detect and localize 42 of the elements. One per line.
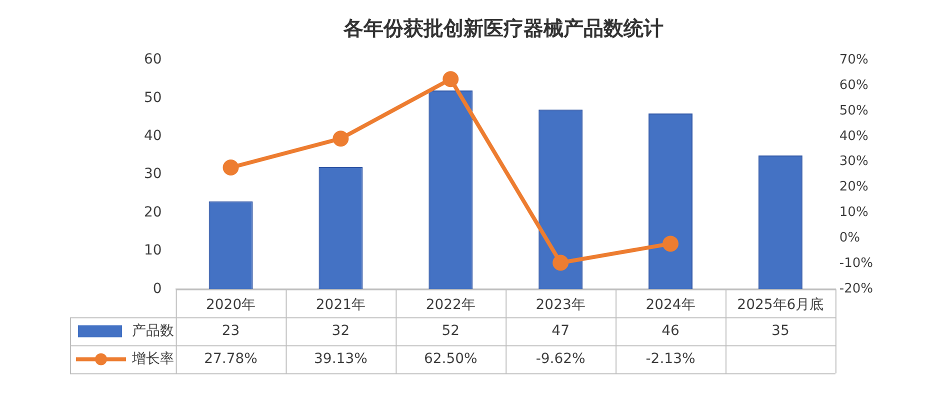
data-label: 47 <box>552 322 570 339</box>
x-tick-label: 2023年 <box>536 297 586 314</box>
point <box>332 130 349 147</box>
y2-tick-label: 30% <box>839 154 868 170</box>
y-tick-label: 60 <box>144 52 162 68</box>
y-tick-label: 50 <box>144 90 162 106</box>
y2-tick-label: 60% <box>839 78 868 93</box>
data-label: -9.62% <box>536 350 586 367</box>
y-tick-label: 30 <box>144 166 162 182</box>
point <box>662 236 679 252</box>
data-label: 27.78% <box>204 350 258 367</box>
data-label: 23 <box>222 322 240 339</box>
point <box>442 71 459 88</box>
data-label: 39.13% <box>314 350 368 367</box>
data-label: 32 <box>332 322 350 339</box>
point <box>222 160 239 176</box>
y-tick-label: 10 <box>144 242 162 259</box>
legend-label: 产品数 <box>132 322 174 339</box>
y2-tick-label: -10% <box>839 256 874 272</box>
data-label: -2.13% <box>646 350 696 367</box>
y2-tick-label: 20% <box>839 180 868 195</box>
y2-tick-label: 0% <box>839 230 860 246</box>
y-tick-label: 20 <box>144 204 162 220</box>
legend-label: 增长率 <box>131 350 174 367</box>
y2-tick-label: 10% <box>839 205 868 220</box>
y-tick-label: 0 <box>152 280 162 297</box>
point <box>552 254 569 271</box>
data-label: 46 <box>662 322 680 339</box>
y2-tick-label: -20% <box>839 282 874 297</box>
x-tick-label: 2024年 <box>646 297 696 314</box>
data-label: 52 <box>442 322 460 339</box>
y2-tick-label: 70% <box>839 52 868 68</box>
x-tick-label: 2025年6月底 <box>737 297 824 314</box>
data-label: 35 <box>772 322 790 339</box>
chart-title: 各年份获批创新医疗器械产品数统计 <box>342 16 664 40</box>
data-label: 62.50% <box>424 350 478 367</box>
x-tick-label: 2021年 <box>316 297 366 314</box>
y-tick-label: 40 <box>144 128 162 144</box>
y2-tick-label: 40% <box>839 128 868 144</box>
x-tick-label: 2020年 <box>206 297 256 314</box>
y2-tick-label: 50% <box>839 103 868 118</box>
x-tick-label: 2022年 <box>426 297 476 314</box>
